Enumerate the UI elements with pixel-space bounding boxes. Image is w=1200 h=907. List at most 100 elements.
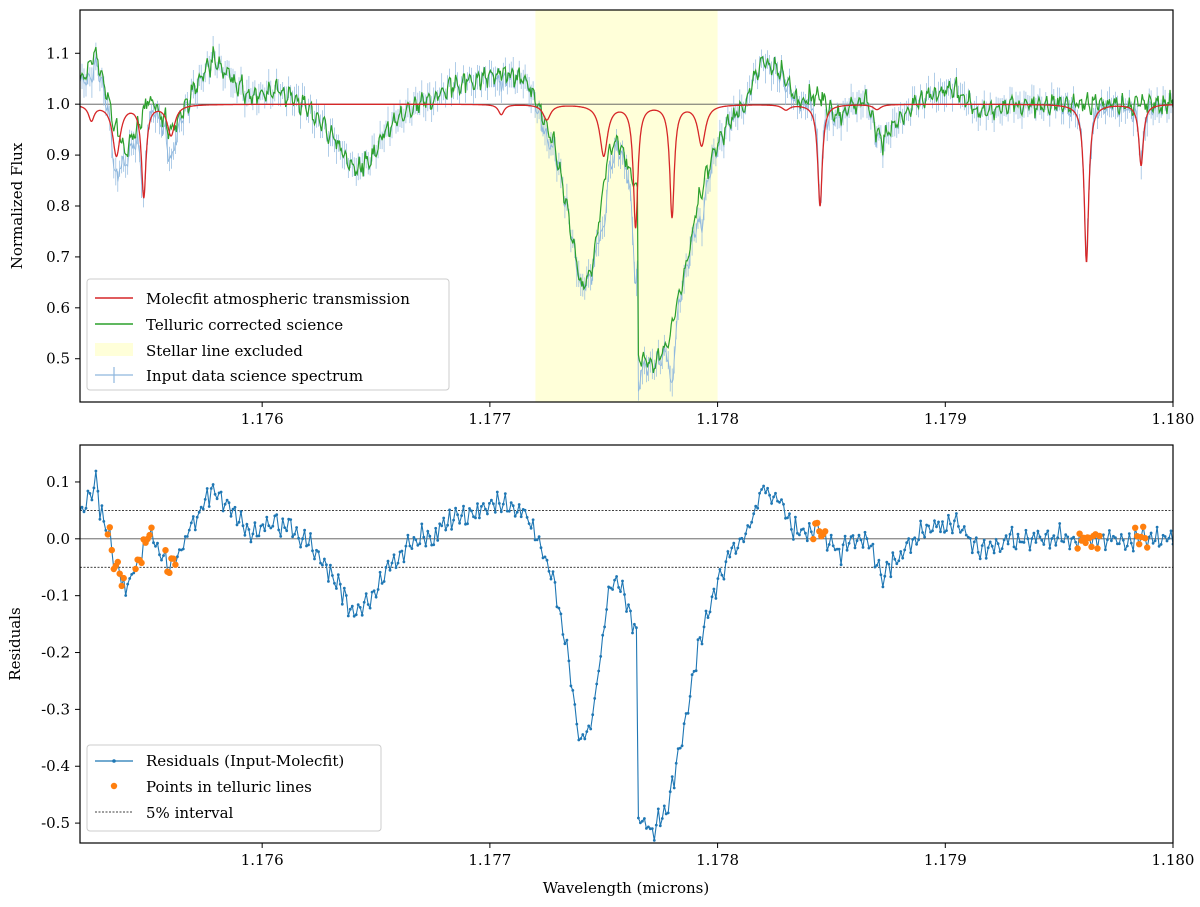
top-y-tick-label: 0.6: [46, 299, 70, 317]
residual-point: [778, 500, 781, 504]
residual-point: [307, 543, 310, 547]
telluric-point: [1144, 544, 1151, 551]
residual-point: [758, 491, 761, 495]
residual-point: [627, 603, 630, 607]
residual-point: [374, 595, 378, 599]
residual-point: [1169, 529, 1173, 533]
residual-point: [158, 553, 161, 557]
residual-point: [183, 535, 187, 538]
residual-point: [301, 537, 304, 541]
residual-point: [96, 489, 100, 493]
residual-point: [519, 515, 523, 519]
residual-point: [867, 546, 871, 550]
residual-point: [265, 515, 269, 519]
telluric-point: [166, 569, 173, 576]
residual-point: [957, 525, 960, 528]
residual-point: [1000, 547, 1004, 550]
residual-point: [303, 528, 306, 532]
telluric-point: [1082, 539, 1089, 547]
bottom-y-tick-label: -0.1: [41, 587, 70, 605]
residual-point: [283, 526, 287, 529]
residual-point: [382, 580, 386, 583]
residual-point: [189, 521, 193, 525]
bottom-y-tick-label: -0.2: [41, 644, 70, 662]
residual-point: [571, 689, 575, 692]
residual-point: [448, 508, 451, 512]
residual-point: [645, 827, 648, 830]
residual-point: [658, 824, 662, 828]
residual-point: [478, 516, 481, 520]
residual-point: [245, 522, 249, 526]
bottom-legend-box: [86, 744, 382, 832]
residual-point: [555, 605, 559, 609]
residual-point: [635, 626, 638, 630]
residual-point: [551, 570, 555, 573]
residual-point: [996, 542, 1000, 546]
legend-label-residuals: Residuals (Input-Molecfit): [146, 752, 344, 770]
residual-point: [1064, 533, 1068, 537]
residual-point: [569, 684, 573, 688]
residual-point: [261, 523, 265, 526]
residual-point: [414, 538, 418, 542]
residual-point: [474, 516, 477, 520]
residual-point: [603, 625, 606, 629]
residual-point: [1106, 538, 1109, 542]
residual-point: [561, 633, 565, 636]
residual-point: [82, 510, 86, 514]
residual-point: [436, 539, 440, 542]
bottom-x-tick-label: 1.180: [1152, 851, 1195, 869]
residual-point: [666, 811, 670, 815]
residual-point: [871, 542, 875, 546]
residual-point: [754, 504, 758, 508]
residual-point: [1070, 537, 1073, 540]
residual-point: [760, 488, 763, 491]
residual-point: [847, 541, 851, 545]
residual-point: [964, 533, 968, 537]
residual-point: [221, 509, 225, 513]
residual-point: [227, 501, 231, 505]
residual-point: [366, 603, 370, 606]
residual-point: [90, 498, 94, 502]
residual-point: [235, 523, 239, 527]
telluric-point: [172, 561, 179, 568]
residual-point: [766, 486, 769, 490]
residual-point: [370, 590, 374, 594]
top-x-tick-label: 1.177: [468, 410, 511, 428]
residual-point: [160, 558, 163, 562]
residual-point: [84, 506, 88, 510]
residual-point: [1102, 533, 1105, 537]
residual-point: [907, 537, 911, 540]
bottom-frame: [79, 444, 1174, 844]
residual-point: [827, 543, 831, 546]
residual-point: [756, 506, 760, 510]
telluric-point: [106, 524, 114, 531]
residual-point: [869, 544, 873, 548]
residual-point: [432, 543, 436, 547]
residual-point: [865, 537, 869, 541]
residual-point: [466, 522, 469, 526]
top-y-tick-label: 0.8: [46, 197, 70, 215]
residual-point: [219, 490, 223, 494]
residual-point: [1151, 541, 1155, 545]
residual-point: [708, 610, 712, 614]
residual-point: [893, 557, 897, 561]
residual-point: [619, 590, 622, 593]
residual-point: [1157, 544, 1161, 548]
residual-point: [688, 695, 692, 698]
residual-point: [291, 535, 294, 539]
residual-point: [901, 556, 905, 560]
residual-point: [336, 573, 340, 577]
residual-point: [152, 541, 155, 545]
residual-point: [722, 577, 726, 581]
residual-point: [682, 722, 686, 726]
molecfit-transmission-line: [80, 103, 1173, 263]
residual-point: [1040, 538, 1044, 542]
residual-point: [416, 543, 420, 547]
residual-point: [350, 604, 354, 608]
residual-point: [895, 562, 899, 566]
residual-point: [742, 540, 746, 544]
residual-point: [625, 610, 628, 613]
residual-point: [1066, 535, 1070, 539]
residual-point: [1016, 532, 1020, 536]
residual-point: [1022, 541, 1026, 544]
